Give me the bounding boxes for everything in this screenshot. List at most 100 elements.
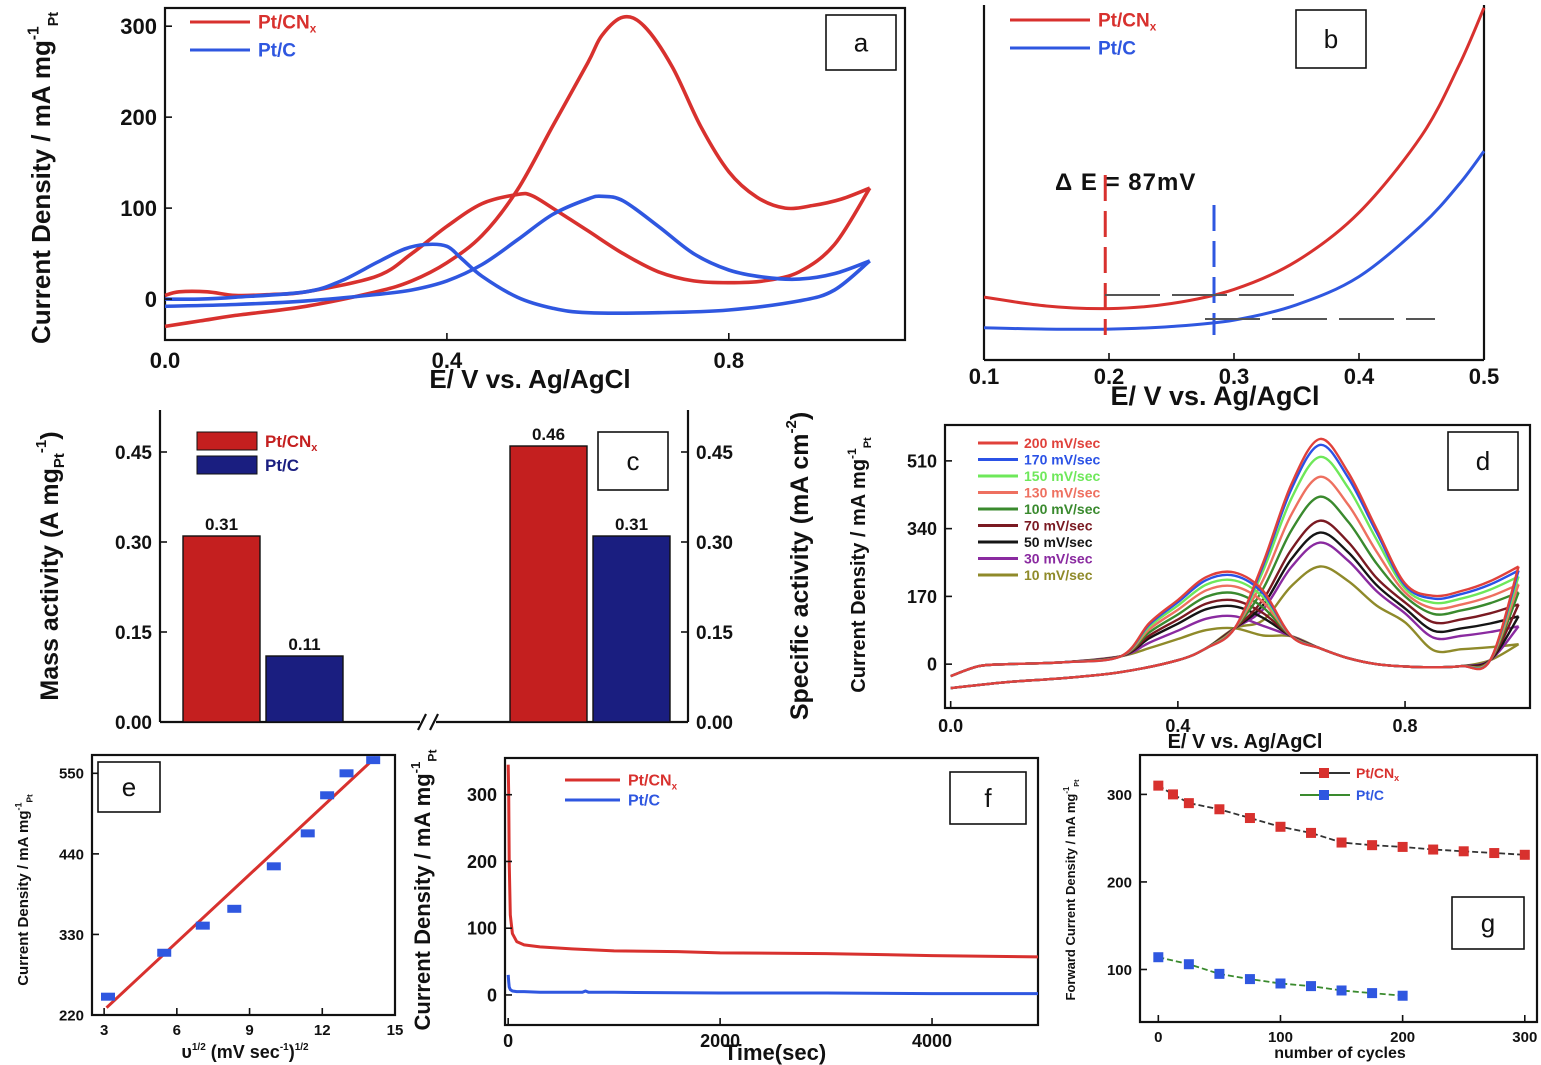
c-bar <box>265 655 344 723</box>
b-xtick-label: 0.1 <box>969 364 1000 389</box>
g-legend-label: Pt/C <box>1356 787 1384 803</box>
g-data-point <box>1428 844 1439 855</box>
e-xtick-label: 3 <box>100 1022 108 1039</box>
d-legend-label: 200 mV/sec <box>1024 435 1100 451</box>
d-scan-forward <box>950 437 1520 690</box>
d-x-axis-label: E/ V vs. Ag/AgCl <box>1168 731 1323 753</box>
legend-label: Pt/C <box>628 793 660 810</box>
d-legend-label: 170 mV/sec <box>1024 452 1100 468</box>
c-ytick-label-left: 0.15 <box>115 623 152 644</box>
c-axis-break <box>429 713 439 731</box>
d-plot-frame <box>943 423 1532 710</box>
f-ytick-label: 300 <box>467 785 497 805</box>
panel-e: 3 6 9 12 15 220 330 440 550 υ1/2 (mV sec-1)1/2 Cur… <box>13 753 403 1062</box>
a-y-axis-label: Current Density / mA mg-1Pt <box>25 12 62 344</box>
b-xtick-label: 0.5 <box>1469 364 1500 389</box>
c-bar <box>509 445 588 723</box>
c-ytick-label-right: 0.30 <box>696 533 733 554</box>
f-xtick-label: 2000 <box>700 1031 740 1051</box>
g-data-point <box>1306 981 1317 992</box>
panel-label: e <box>122 772 136 802</box>
b-xtick-label: 0.2 <box>1094 364 1125 389</box>
panel-label-box <box>825 14 897 71</box>
c-bar <box>592 535 671 723</box>
a-ytick-label: 300 <box>120 14 157 39</box>
d-legend-label: 10 mV/sec <box>1024 567 1093 583</box>
f-x-axis-label: Time(sec) <box>724 1040 826 1065</box>
c-legend-label: Pt/C <box>265 456 299 475</box>
c-ytick-label-left: 0.30 <box>115 533 152 554</box>
g-data-point <box>1275 821 1286 832</box>
a-xtick-label: 0.0 <box>150 348 181 373</box>
c-bar-value-label: 0.31 <box>205 515 238 534</box>
d-legend-label: 30 mV/sec <box>1024 551 1093 567</box>
c-legend-swatch <box>196 431 258 451</box>
d-xtick-label: 0.4 <box>1165 716 1190 736</box>
c-bar <box>182 535 261 723</box>
e-ytick-label: 550 <box>59 766 84 783</box>
d-ytick-label: 170 <box>907 587 937 607</box>
e-plot-frame <box>90 753 397 1017</box>
f-ytick-label: 200 <box>467 852 497 872</box>
c-axis-break <box>417 713 427 731</box>
g-series-line <box>1158 956 1403 997</box>
f-xtick-label: 0 <box>503 1031 513 1051</box>
panel-a: 0.0 0.4 0.8 0 100 200 300 E/ V vs. Ag/AgCl Curre… <box>25 6 907 394</box>
c-ytick-label-right: 0.00 <box>696 713 733 734</box>
d-scan-backward <box>950 626 1520 678</box>
b-x-axis-label: E/ V vs. Ag/AgCl <box>1110 381 1319 411</box>
c-ytick-label-right: 0.45 <box>696 443 733 464</box>
d-legend-label: 150 mV/sec <box>1024 468 1100 484</box>
panel-label: b <box>1324 24 1338 54</box>
panel-label-box <box>1447 431 1519 491</box>
g-xtick-label: 100 <box>1268 1029 1293 1046</box>
e-ytick-label: 330 <box>59 927 84 944</box>
d-xtick-label: 0.8 <box>1393 716 1418 736</box>
panel-c: 0.31 0.11 0.46 0.31 0.00 0.00 0.15 0.15 0.30 0.30… <box>33 410 814 734</box>
g-data-point <box>1458 846 1469 857</box>
g-data-point <box>1167 789 1178 800</box>
a-x-axis-label: E/ V vs. Ag/AgCl <box>429 364 630 394</box>
e-ytick-label: 220 <box>59 1007 84 1024</box>
c-bar-value-label: 0.46 <box>532 425 565 444</box>
g-data-point <box>1183 959 1194 970</box>
g-xtick-label: 300 <box>1512 1029 1537 1046</box>
e-xtick-label: 9 <box>245 1022 253 1039</box>
f-ytick-label: 0 <box>487 985 497 1005</box>
g-data-point <box>1183 798 1194 809</box>
g-data-point <box>1489 848 1500 859</box>
b-series-line <box>983 7 1486 311</box>
b-delta-e-annotation: Δ E = 87mV <box>1055 169 1196 196</box>
d-ytick-label: 340 <box>907 519 937 539</box>
g-ytick-label: 300 <box>1107 787 1132 804</box>
g-data-point <box>1244 974 1255 985</box>
g-data-point <box>1275 978 1286 989</box>
legend-label: Pt/CNx <box>1098 11 1157 34</box>
g-x-axis-label: number of cycles <box>1274 1045 1406 1062</box>
panel-label-box <box>1451 896 1525 950</box>
f-series-line <box>506 974 1038 996</box>
g-legend-marker <box>1319 768 1329 778</box>
e-xtick-label: 12 <box>314 1022 331 1039</box>
c-ytick-label-left: 0.45 <box>115 443 152 464</box>
g-ytick-label: 200 <box>1107 874 1132 891</box>
panel-label-box <box>97 761 161 813</box>
a-ytick-label: 100 <box>120 196 157 221</box>
d-scan-backward <box>950 566 1520 678</box>
g-data-point <box>1367 988 1378 999</box>
d-ytick-label: 0 <box>927 655 937 675</box>
d-ytick-label: 510 <box>907 451 937 471</box>
g-data-point <box>1214 804 1225 815</box>
panel-g: 0 100 200 300 100 200 300 number of cycles Forwa… <box>1062 753 1539 1062</box>
d-legend-label: 130 mV/sec <box>1024 485 1100 501</box>
panel-d: 0.0 0.4 0.8 0 170 340 510 E/ V vs. Ag/AgCl Curre… <box>845 423 1532 753</box>
panel-label-box <box>1295 9 1367 69</box>
d-legend-label: 70 mV/sec <box>1024 518 1093 534</box>
b-xtick-label: 0.3 <box>1219 364 1250 389</box>
e-xtick-label: 6 <box>173 1022 181 1039</box>
g-data-point <box>1153 952 1164 963</box>
a-series-line <box>164 242 871 315</box>
e-data-point <box>300 829 315 838</box>
panel-label-box <box>597 431 669 491</box>
